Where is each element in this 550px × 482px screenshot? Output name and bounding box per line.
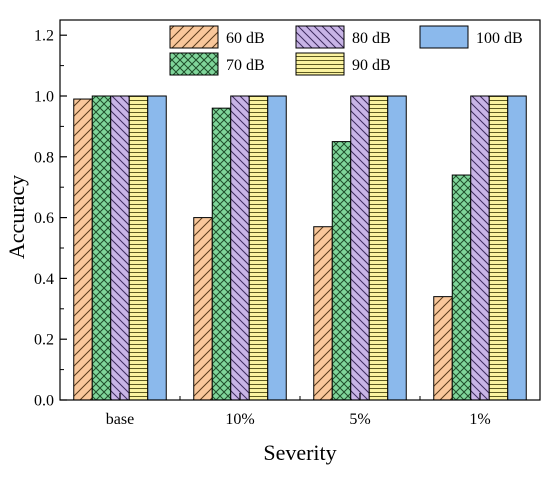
legend-label-70dB: 70 dB bbox=[226, 57, 265, 74]
bar-60dB-base bbox=[73, 98, 93, 401]
legend: 60 dB 80 dB 100 dB 70 dB 90 dB bbox=[169, 25, 523, 76]
bar-90dB-5% bbox=[368, 95, 389, 401]
x-tick-label: base bbox=[106, 411, 134, 428]
legend-label-100dB: 100 dB bbox=[476, 30, 523, 47]
x-axis-title: Severity bbox=[263, 440, 336, 465]
x-tick-label: 10% bbox=[225, 411, 254, 428]
bars-group bbox=[73, 95, 527, 401]
bar-90dB-10% bbox=[248, 95, 269, 401]
legend-swatch-70dB bbox=[169, 52, 219, 76]
legend-swatch-100dB bbox=[419, 25, 469, 49]
bar-80dB-1% bbox=[470, 95, 490, 401]
y-tick-label: 0.0 bbox=[34, 393, 54, 410]
axes-group: 0.0 0.2 0.4 0.6 0.8 1.0 1.2 base 10% 5% 1% bbox=[34, 19, 541, 428]
y-tick-label: 0.4 bbox=[34, 271, 54, 288]
bar-60dB-10% bbox=[193, 217, 213, 401]
legend-swatch-80dB bbox=[295, 25, 345, 49]
bar-70dB-10% bbox=[211, 107, 232, 401]
bar-80dB-5% bbox=[350, 95, 370, 401]
legend-label-80dB: 80 dB bbox=[352, 30, 391, 47]
bar-60dB-5% bbox=[313, 226, 333, 401]
bar-100dB-base bbox=[147, 95, 167, 401]
y-tick-label: 1.0 bbox=[34, 89, 54, 106]
legend-swatch-60dB bbox=[169, 25, 219, 49]
legend-label-90dB: 90 dB bbox=[352, 57, 391, 74]
bar-100dB-5% bbox=[387, 95, 407, 401]
bar-90dB-1% bbox=[488, 95, 509, 401]
bar-90dB-base bbox=[128, 95, 149, 401]
bar-70dB-5% bbox=[331, 141, 352, 401]
bar-80dB-base bbox=[110, 95, 130, 401]
x-tick-label: 1% bbox=[469, 411, 490, 428]
y-tick-label: 0.2 bbox=[34, 332, 54, 349]
bar-60dB-1% bbox=[433, 296, 453, 401]
y-axis-title: Accuracy bbox=[4, 175, 29, 259]
bar-100dB-1% bbox=[507, 95, 527, 401]
legend-swatch-90dB bbox=[295, 52, 345, 76]
y-tick-label: 0.8 bbox=[34, 149, 54, 166]
y-tick-label: 0.6 bbox=[34, 210, 54, 227]
bar-80dB-10% bbox=[230, 95, 250, 401]
y-tick-label: 1.2 bbox=[34, 28, 54, 45]
bar-70dB-1% bbox=[451, 174, 472, 401]
bar-100dB-10% bbox=[267, 95, 287, 401]
bar-70dB-base bbox=[91, 95, 112, 401]
legend-label-60dB: 60 dB bbox=[226, 30, 265, 47]
x-tick-label: 5% bbox=[349, 411, 370, 428]
